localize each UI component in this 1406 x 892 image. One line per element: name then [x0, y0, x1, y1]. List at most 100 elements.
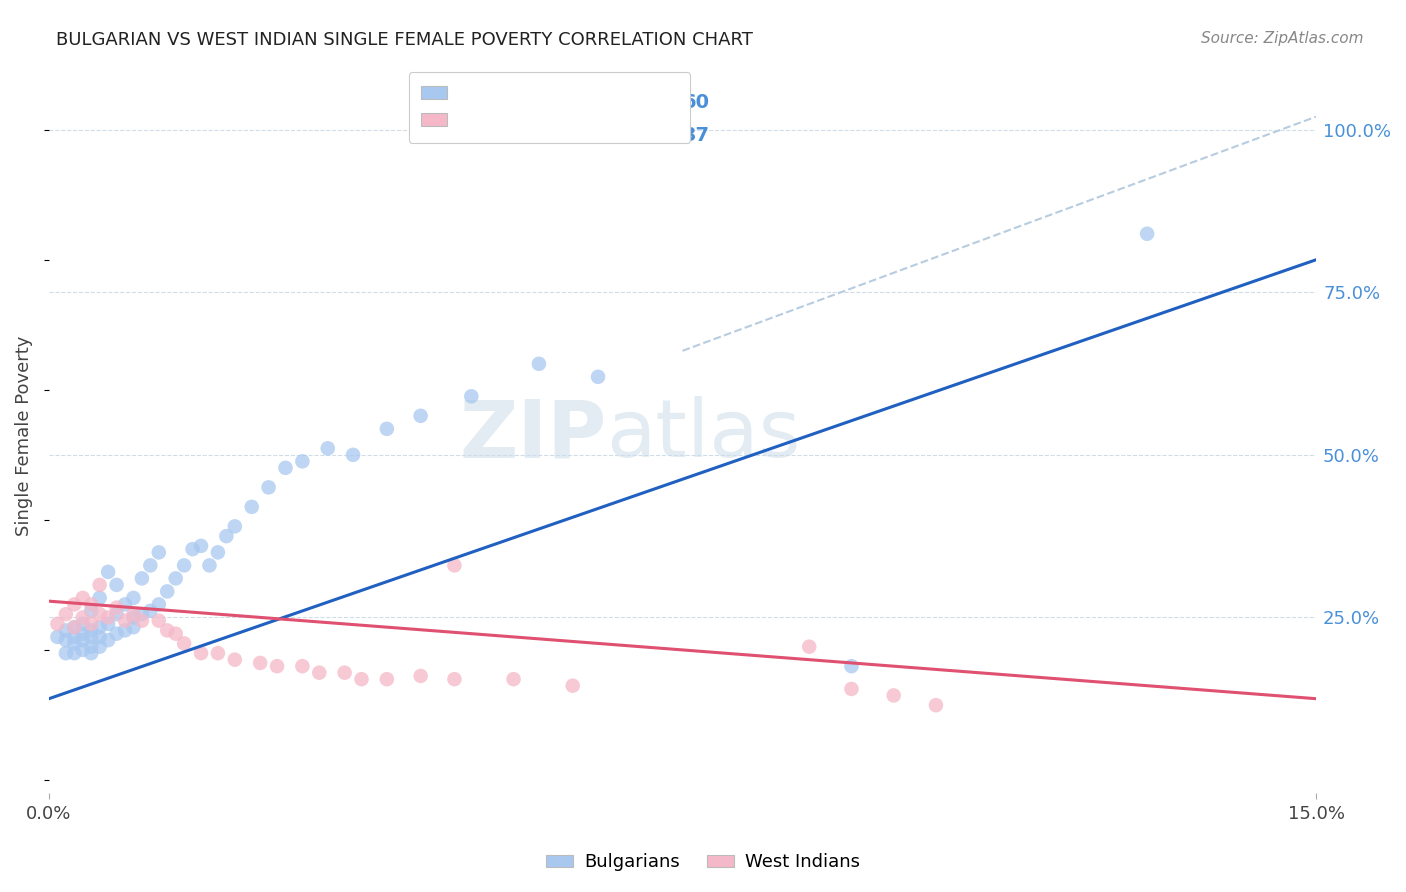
Point	[502, 672, 524, 686]
Point	[207, 646, 229, 660]
Point	[72, 643, 94, 657]
Point	[409, 409, 432, 423]
Point	[105, 578, 128, 592]
Point	[925, 698, 948, 713]
Point	[122, 610, 145, 624]
Point	[97, 565, 120, 579]
Point	[131, 614, 153, 628]
Point	[1136, 227, 1159, 241]
Text: 37: 37	[682, 127, 710, 145]
Point	[841, 659, 863, 673]
Point	[527, 357, 550, 371]
Point	[122, 620, 145, 634]
Point	[443, 672, 465, 686]
Point	[72, 626, 94, 640]
Legend:                                       ,                                       : ,	[409, 72, 690, 143]
Point	[63, 636, 86, 650]
Point	[249, 656, 271, 670]
Point	[190, 539, 212, 553]
Point	[46, 630, 69, 644]
Text: R =: R =	[423, 94, 458, 112]
Point	[122, 591, 145, 605]
Point	[63, 630, 86, 644]
Point	[114, 614, 136, 628]
Point	[80, 640, 103, 654]
Point	[46, 616, 69, 631]
Point	[139, 604, 162, 618]
Point	[274, 460, 297, 475]
Point	[224, 519, 246, 533]
Point	[333, 665, 356, 680]
Point	[342, 448, 364, 462]
Point	[240, 500, 263, 514]
Point	[80, 616, 103, 631]
Point	[181, 542, 204, 557]
Point	[561, 679, 583, 693]
Point	[165, 571, 187, 585]
Point	[308, 665, 330, 680]
Point	[80, 646, 103, 660]
Text: atlas: atlas	[606, 396, 801, 475]
Point	[105, 607, 128, 622]
Point	[89, 630, 111, 644]
Point	[80, 604, 103, 618]
Point	[291, 454, 314, 468]
Point	[63, 620, 86, 634]
Point	[586, 369, 609, 384]
Point	[89, 640, 111, 654]
Point	[207, 545, 229, 559]
Point	[443, 558, 465, 573]
Point	[55, 633, 77, 648]
Text: 0.691: 0.691	[505, 94, 567, 112]
Point	[89, 591, 111, 605]
Point	[190, 646, 212, 660]
Point	[97, 633, 120, 648]
Point	[224, 653, 246, 667]
Point	[375, 672, 398, 686]
Point	[173, 558, 195, 573]
Point	[89, 578, 111, 592]
Point	[63, 620, 86, 634]
Point	[55, 607, 77, 622]
Point	[375, 422, 398, 436]
Point	[316, 442, 339, 456]
Text: ZIP: ZIP	[460, 396, 606, 475]
Text: N =: N =	[613, 127, 650, 145]
Point	[55, 624, 77, 638]
Legend: Bulgarians, West Indians: Bulgarians, West Indians	[538, 847, 868, 879]
Point	[55, 646, 77, 660]
Point	[72, 633, 94, 648]
Point	[97, 610, 120, 624]
Text: Source: ZipAtlas.com: Source: ZipAtlas.com	[1201, 31, 1364, 46]
Point	[72, 591, 94, 605]
Point	[89, 607, 111, 622]
Text: N =: N =	[613, 94, 650, 112]
Point	[63, 646, 86, 660]
Point	[173, 636, 195, 650]
Point	[89, 620, 111, 634]
Point	[156, 624, 179, 638]
Point	[80, 630, 103, 644]
Point	[72, 616, 94, 631]
Point	[799, 640, 821, 654]
Text: 60: 60	[682, 94, 710, 112]
Point	[114, 598, 136, 612]
Text: -0.266: -0.266	[492, 127, 562, 145]
Point	[215, 529, 238, 543]
Text: BULGARIAN VS WEST INDIAN SINGLE FEMALE POVERTY CORRELATION CHART: BULGARIAN VS WEST INDIAN SINGLE FEMALE P…	[56, 31, 754, 49]
Point	[148, 614, 170, 628]
Point	[63, 598, 86, 612]
Point	[148, 598, 170, 612]
Point	[148, 545, 170, 559]
Point	[97, 616, 120, 631]
Point	[198, 558, 221, 573]
Point	[80, 598, 103, 612]
Point	[460, 389, 482, 403]
Point	[257, 480, 280, 494]
Point	[165, 626, 187, 640]
Point	[139, 558, 162, 573]
Point	[841, 681, 863, 696]
Point	[72, 610, 94, 624]
Y-axis label: Single Female Poverty: Single Female Poverty	[15, 335, 32, 535]
Point	[291, 659, 314, 673]
